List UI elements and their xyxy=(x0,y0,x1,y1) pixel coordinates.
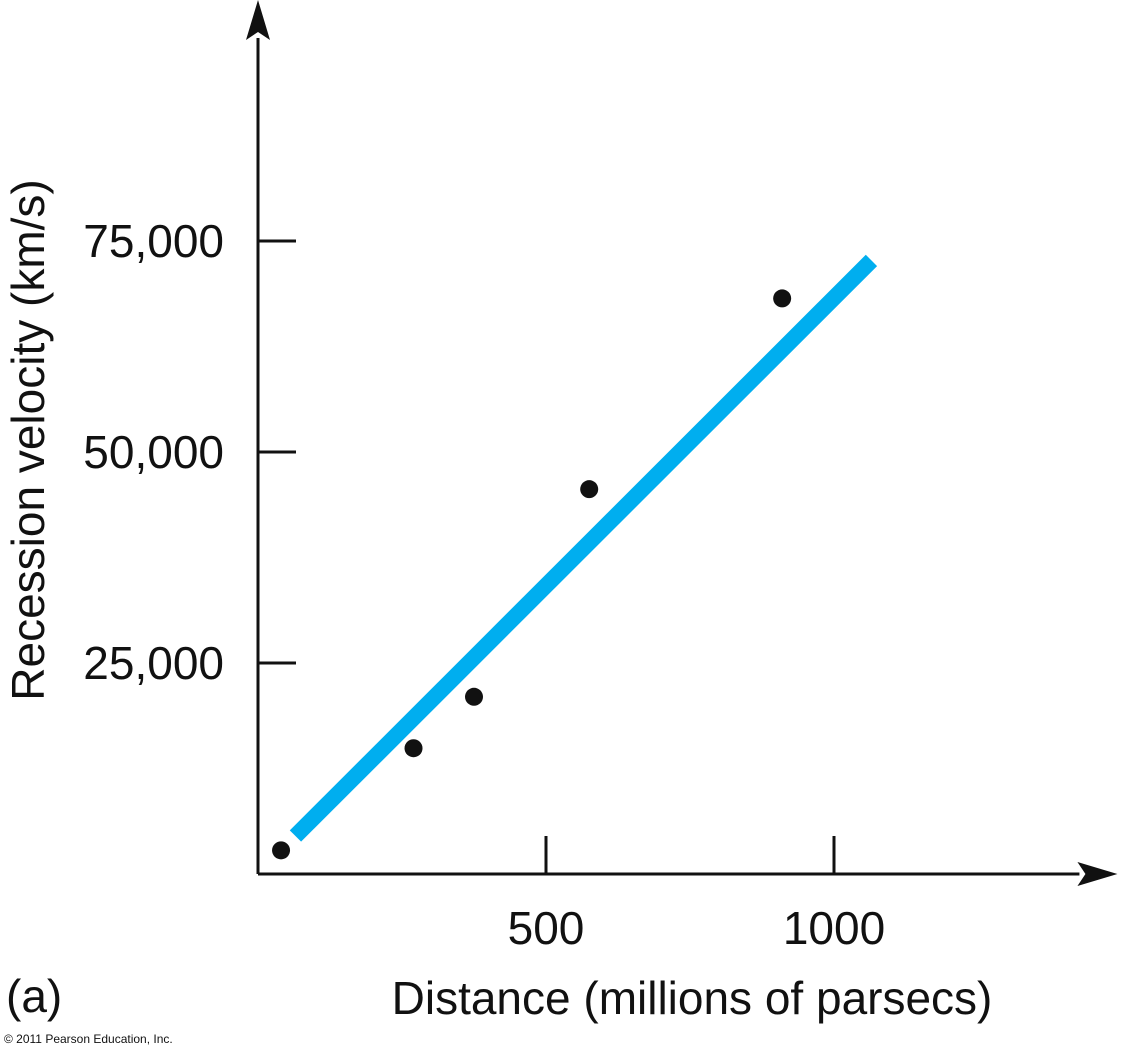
data-point xyxy=(773,289,792,308)
y-tick-label: 25,000 xyxy=(83,637,224,689)
x-tick-label: 1000 xyxy=(783,902,885,954)
y-axis-label: Recession velocity (km/s) xyxy=(2,179,54,700)
y-tick-label: 75,000 xyxy=(83,215,224,267)
y-axis-arrowhead xyxy=(246,0,270,40)
y-ticks: 25,000 50,000 75,000 xyxy=(83,215,296,689)
plot-layer xyxy=(272,254,878,860)
data-point xyxy=(465,687,483,706)
x-ticks: 500 1000 xyxy=(508,836,885,954)
data-point xyxy=(580,480,599,499)
panel-label: (a) xyxy=(6,970,62,1022)
x-axis-label: Distance (millions of parsecs) xyxy=(392,972,993,1024)
data-point xyxy=(272,841,291,860)
copyright-notice: © 2011 Pearson Education, Inc. xyxy=(4,1032,173,1046)
y-tick-label: 50,000 xyxy=(83,426,224,478)
data-point xyxy=(404,739,423,758)
fit-line xyxy=(289,254,878,842)
x-axis-arrowhead xyxy=(1077,862,1118,886)
x-tick-label: 500 xyxy=(508,902,585,954)
